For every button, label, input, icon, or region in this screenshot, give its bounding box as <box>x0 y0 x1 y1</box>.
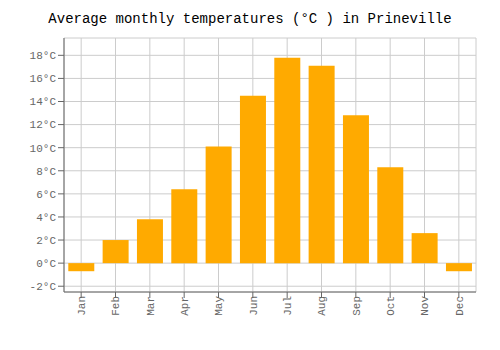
svg-text:Dec: Dec <box>454 296 466 316</box>
html-text:Average monthly temperatures (: Average monthly temperatures (°C ) in Pr… <box>48 11 452 27</box>
svg-text:4°C: 4°C <box>36 212 56 224</box>
svg-text:Jul: Jul <box>282 296 294 316</box>
svg-text:Feb: Feb <box>110 296 122 316</box>
svg-text:May: May <box>213 296 225 316</box>
svg-text:Aug: Aug <box>316 296 328 316</box>
svg-text:0°C: 0°C <box>36 258 56 270</box>
svg-text:Mar: Mar <box>145 296 157 316</box>
svg-text:Sep: Sep <box>351 296 363 316</box>
svg-text:10°C: 10°C <box>30 143 57 155</box>
svg-text:Apr: Apr <box>179 296 191 316</box>
svg-text:Jun: Jun <box>248 296 260 316</box>
svg-text:8°C: 8°C <box>36 166 56 178</box>
svg-text:12°C: 12°C <box>30 119 57 131</box>
svg-text:2°C: 2°C <box>36 235 56 247</box>
svg-text:-2°C: -2°C <box>30 281 57 293</box>
svg-text:6°C: 6°C <box>36 189 56 201</box>
svg-text:Jan: Jan <box>76 296 88 316</box>
svg-text:14°C: 14°C <box>30 96 57 108</box>
svg-text:16°C: 16°C <box>30 73 57 85</box>
svg-text:Oct: Oct <box>385 296 397 316</box>
svg-text:Nov: Nov <box>419 296 431 316</box>
svg-text:18°C: 18°C <box>30 50 57 62</box>
